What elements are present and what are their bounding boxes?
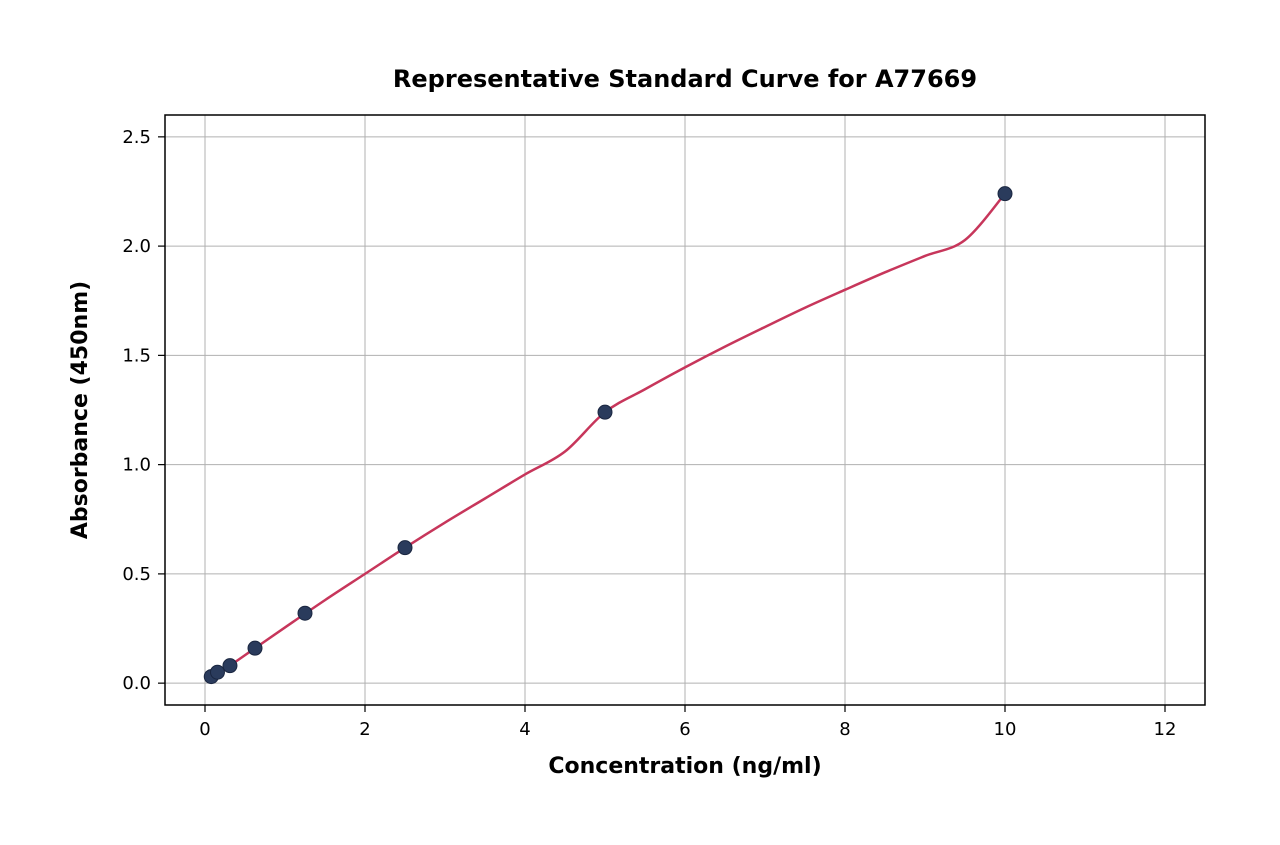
chart-container: 0 2 4 6 8 10 12 0.0 0.5 1.0 1.5 2.0 2.5 Concentration… bbox=[0, 0, 1280, 845]
y-tick-label: 0.0 bbox=[122, 673, 151, 694]
data-point bbox=[998, 187, 1012, 201]
y-tick-label: 1.0 bbox=[122, 455, 151, 476]
x-tick-label: 6 bbox=[679, 719, 690, 740]
x-axis-label: Concentration (ng/ml) bbox=[548, 754, 821, 779]
data-point bbox=[210, 665, 224, 679]
y-tick-label: 1.5 bbox=[122, 345, 151, 366]
data-point bbox=[598, 405, 612, 419]
y-axis-label: Absorbance (450nm) bbox=[68, 281, 93, 539]
x-tick-label: 2 bbox=[359, 719, 370, 740]
y-tick-label: 2.0 bbox=[122, 236, 151, 257]
standard-curve-chart: 0 2 4 6 8 10 12 0.0 0.5 1.0 1.5 2.0 2.5 Concentration… bbox=[0, 0, 1280, 845]
x-tick-label: 8 bbox=[839, 719, 850, 740]
data-point bbox=[398, 541, 412, 555]
data-point bbox=[248, 641, 262, 655]
y-tick-label: 0.5 bbox=[122, 564, 151, 585]
x-tick-label: 10 bbox=[994, 719, 1017, 740]
chart-title: Representative Standard Curve for A77669 bbox=[393, 65, 977, 93]
data-point bbox=[298, 606, 312, 620]
x-tick-label: 12 bbox=[1154, 719, 1177, 740]
y-tick-label: 2.5 bbox=[122, 127, 151, 148]
x-tick-label: 4 bbox=[519, 719, 530, 740]
data-point bbox=[223, 659, 237, 673]
x-tick-label: 0 bbox=[199, 719, 210, 740]
